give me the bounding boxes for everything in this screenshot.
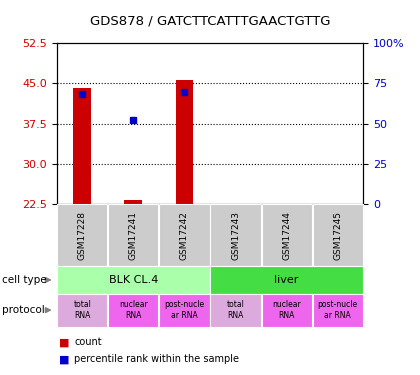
Text: BLK CL.4: BLK CL.4 xyxy=(109,275,158,285)
Text: nuclear
RNA: nuclear RNA xyxy=(119,300,148,320)
Text: protocol: protocol xyxy=(2,305,45,315)
Text: GSM17243: GSM17243 xyxy=(231,211,240,260)
Text: GSM17241: GSM17241 xyxy=(129,211,138,260)
Text: ■: ■ xyxy=(59,338,69,347)
Text: GSM17245: GSM17245 xyxy=(333,211,342,260)
Text: percentile rank within the sample: percentile rank within the sample xyxy=(74,354,239,364)
Text: GSM17242: GSM17242 xyxy=(180,211,189,260)
Text: post-nucle
ar RNA: post-nucle ar RNA xyxy=(318,300,358,320)
Bar xyxy=(124,200,142,204)
Text: total
RNA: total RNA xyxy=(74,300,91,320)
Bar xyxy=(74,88,91,204)
Text: nuclear
RNA: nuclear RNA xyxy=(272,300,301,320)
Text: cell type: cell type xyxy=(2,275,47,285)
Text: count: count xyxy=(74,338,102,347)
Bar xyxy=(176,80,193,204)
Text: total
RNA: total RNA xyxy=(227,300,244,320)
Text: GSM17228: GSM17228 xyxy=(78,211,87,260)
Text: ■: ■ xyxy=(59,354,69,364)
Text: post-nucle
ar RNA: post-nucle ar RNA xyxy=(164,300,205,320)
Text: liver: liver xyxy=(274,275,299,285)
Text: GDS878 / GATCTTCATTTGAACTGTTG: GDS878 / GATCTTCATTTGAACTGTTG xyxy=(90,15,330,28)
Text: GSM17244: GSM17244 xyxy=(282,211,291,260)
